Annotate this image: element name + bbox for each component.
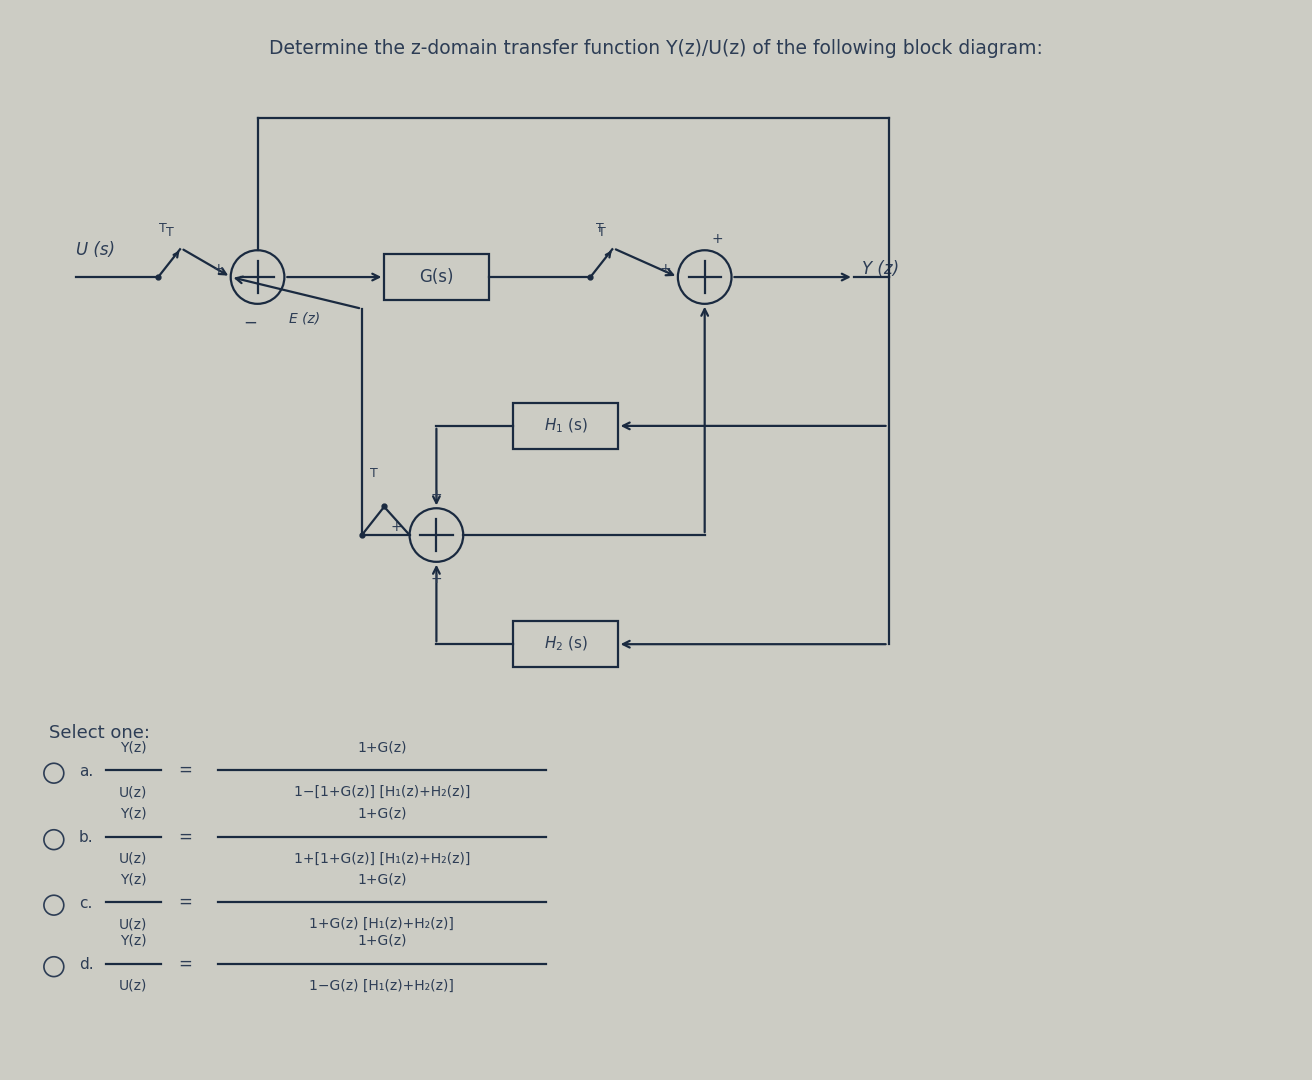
Text: +: + xyxy=(711,232,723,246)
Text: +: + xyxy=(213,262,224,276)
Text: U(z): U(z) xyxy=(119,917,147,931)
Bar xyxy=(513,403,618,448)
Text: U (s): U (s) xyxy=(76,241,114,259)
Text: T: T xyxy=(597,222,605,235)
Text: T: T xyxy=(167,227,174,240)
Text: 1+G(z): 1+G(z) xyxy=(357,740,407,754)
Text: =: = xyxy=(178,827,192,846)
Text: U(z): U(z) xyxy=(119,978,147,993)
Text: Y (z): Y (z) xyxy=(862,260,899,279)
Bar xyxy=(384,254,488,300)
Text: −: − xyxy=(244,314,257,332)
Text: 1+G(z): 1+G(z) xyxy=(357,807,407,821)
Text: 1+G(z) [H₁(z)+H₂(z)]: 1+G(z) [H₁(z)+H₂(z)] xyxy=(310,917,454,931)
Text: b.: b. xyxy=(79,831,93,846)
Text: d.: d. xyxy=(79,957,93,972)
Text: 1+G(z): 1+G(z) xyxy=(357,873,407,887)
Text: T: T xyxy=(370,468,378,481)
Text: 1+G(z): 1+G(z) xyxy=(357,934,407,948)
Text: 1−[1+G(z)] [H₁(z)+H₂(z)]: 1−[1+G(z)] [H₁(z)+H₂(z)] xyxy=(294,785,470,799)
Text: +: + xyxy=(430,488,442,502)
Text: Y(z): Y(z) xyxy=(119,740,147,754)
Text: Y(z): Y(z) xyxy=(119,873,147,887)
Text: 1−G(z) [H₁(z)+H₂(z)]: 1−G(z) [H₁(z)+H₂(z)] xyxy=(310,978,454,993)
Text: =: = xyxy=(178,893,192,912)
Text: G(s): G(s) xyxy=(419,268,454,286)
Text: Y(z): Y(z) xyxy=(119,934,147,948)
Text: T: T xyxy=(159,222,167,235)
Text: +: + xyxy=(659,262,670,276)
Text: 1+[1+G(z)] [H₁(z)+H₂(z)]: 1+[1+G(z)] [H₁(z)+H₂(z)] xyxy=(294,851,470,865)
Text: +: + xyxy=(391,521,403,535)
Text: c.: c. xyxy=(79,895,92,910)
Text: a.: a. xyxy=(79,764,93,779)
Text: =: = xyxy=(178,955,192,973)
Text: +: + xyxy=(430,571,442,585)
Text: Determine the z-domain transfer function Y(z)/U(z) of the following block diagra: Determine the z-domain transfer function… xyxy=(269,39,1043,58)
Text: $H_1$ (s): $H_1$ (s) xyxy=(543,417,588,435)
Text: Select one:: Select one: xyxy=(49,724,150,742)
Text: T: T xyxy=(598,227,606,240)
Bar xyxy=(513,621,618,667)
Text: =: = xyxy=(178,761,192,779)
Text: $H_2$ (s): $H_2$ (s) xyxy=(543,635,588,653)
Text: U(z): U(z) xyxy=(119,785,147,799)
Text: E (z): E (z) xyxy=(290,312,320,326)
Text: U(z): U(z) xyxy=(119,851,147,865)
Text: Y(z): Y(z) xyxy=(119,807,147,821)
